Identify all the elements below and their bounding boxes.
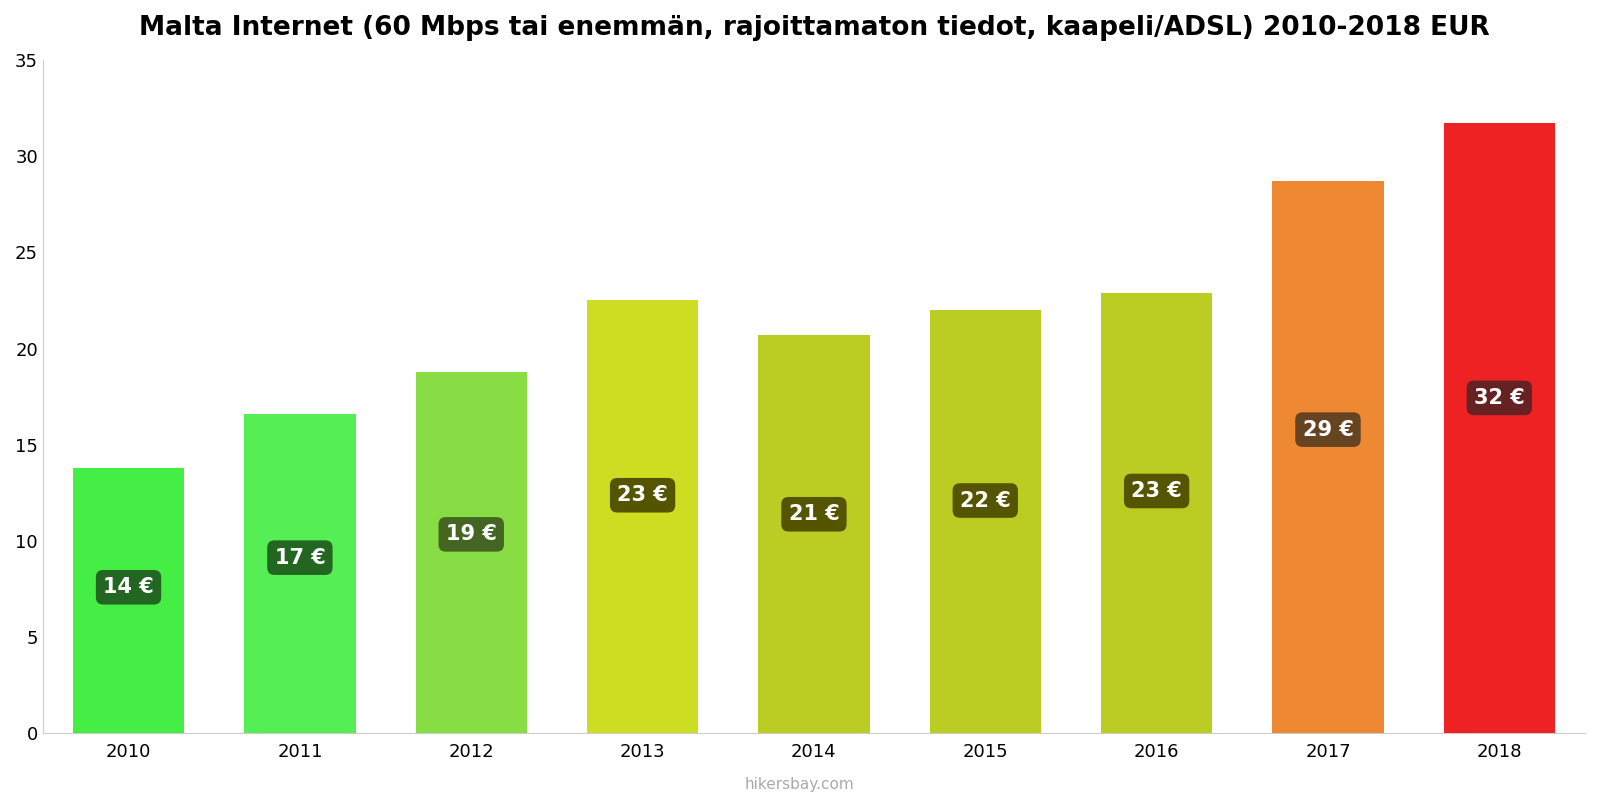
Bar	[930, 310, 1042, 734]
Bar	[416, 372, 526, 734]
Bar	[1101, 293, 1213, 734]
Bar	[587, 301, 698, 734]
Text: 23 €: 23 €	[618, 486, 667, 506]
Text: 14 €: 14 €	[102, 578, 154, 598]
Text: hikersbay.com: hikersbay.com	[746, 777, 854, 792]
Bar	[758, 335, 870, 734]
Text: 32 €: 32 €	[1474, 388, 1525, 408]
Title: Malta Internet (60 Mbps tai enemmän, rajoittamaton tiedot, kaapeli/ADSL) 2010-20: Malta Internet (60 Mbps tai enemmän, raj…	[139, 15, 1490, 41]
Text: 22 €: 22 €	[960, 490, 1011, 510]
Text: 19 €: 19 €	[446, 524, 496, 544]
Bar	[74, 468, 184, 734]
Bar	[1443, 123, 1555, 734]
Bar	[1272, 181, 1384, 734]
Text: 23 €: 23 €	[1131, 481, 1182, 501]
Text: 17 €: 17 €	[275, 548, 325, 568]
Text: 21 €: 21 €	[789, 504, 840, 524]
Text: 29 €: 29 €	[1302, 420, 1354, 440]
Bar	[245, 414, 355, 734]
